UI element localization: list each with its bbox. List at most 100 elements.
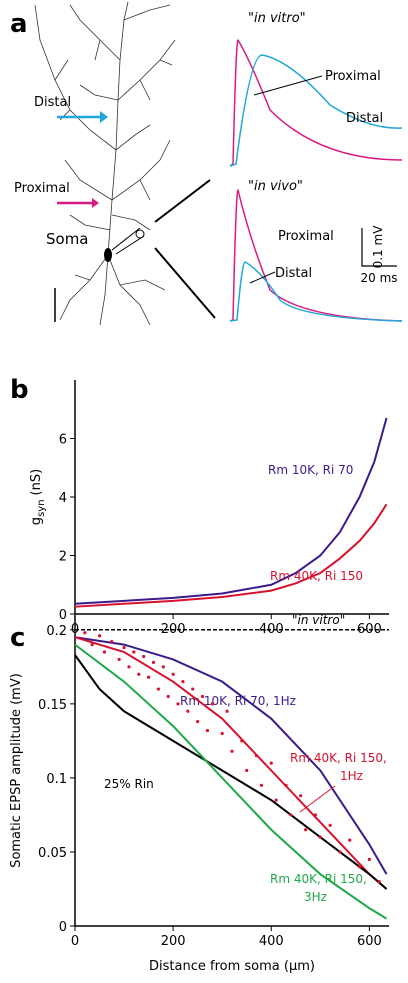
label: Proximal bbox=[278, 229, 334, 244]
series-label: Rm 40K, Ri 150 bbox=[270, 569, 363, 583]
x-axis-label: Distance from soma (μm) bbox=[149, 959, 315, 974]
data-point bbox=[176, 702, 180, 706]
data-point bbox=[156, 687, 161, 691]
scale-label: 20 ms bbox=[360, 271, 397, 285]
series-label: Rm 10K, Ri 70 bbox=[268, 463, 353, 477]
zoom-line bbox=[154, 247, 216, 319]
distal-arrow-head bbox=[100, 111, 108, 123]
data-point bbox=[269, 761, 273, 765]
series-line bbox=[74, 503, 388, 608]
series-label: 25% Rin bbox=[104, 777, 154, 791]
data-point bbox=[110, 640, 114, 644]
data-point bbox=[254, 754, 259, 758]
data-point bbox=[151, 660, 156, 664]
data-point bbox=[127, 665, 131, 669]
data-point bbox=[102, 650, 107, 654]
series-label: Rm 40K, Ri 150, bbox=[290, 751, 387, 765]
series-label: "in vitro" bbox=[292, 613, 345, 627]
y-axis-label: gsyn (nS) bbox=[29, 469, 47, 525]
data-point bbox=[161, 665, 165, 669]
data-point bbox=[303, 828, 308, 832]
data-point bbox=[191, 687, 195, 691]
data-point bbox=[181, 680, 185, 684]
data-point bbox=[132, 650, 136, 654]
y-label-part: (nS) bbox=[29, 469, 44, 496]
label: Proximal bbox=[14, 181, 70, 196]
data-point bbox=[357, 865, 362, 869]
series-line bbox=[74, 654, 388, 890]
y-label-sub: syn bbox=[36, 499, 47, 516]
data-point bbox=[313, 813, 318, 817]
data-point bbox=[196, 720, 200, 724]
data-point bbox=[117, 657, 121, 662]
data-point bbox=[171, 672, 175, 676]
x-tick-label: 200 bbox=[161, 934, 186, 949]
data-point bbox=[122, 645, 126, 650]
neuron bbox=[34, 1, 176, 326]
series-line bbox=[74, 636, 388, 890]
y-tick-label: 0.05 bbox=[38, 846, 67, 861]
data-point bbox=[338, 850, 342, 854]
data-point bbox=[186, 709, 190, 713]
data-point bbox=[348, 838, 352, 842]
data-point bbox=[137, 672, 141, 676]
trace bbox=[229, 189, 403, 322]
series-line bbox=[74, 636, 388, 875]
data-point bbox=[240, 739, 244, 743]
x-tick-label: 400 bbox=[259, 622, 284, 637]
y-tick-label: 2 bbox=[59, 550, 67, 565]
series-label: 3Hz bbox=[304, 890, 327, 904]
data-point bbox=[259, 783, 264, 787]
series-label: Rm 40K, Ri 150, bbox=[270, 872, 367, 886]
label: "in vitro" bbox=[248, 11, 306, 26]
data-point bbox=[142, 654, 146, 659]
label: Soma bbox=[46, 230, 89, 248]
label: Distal bbox=[346, 111, 383, 126]
data-point bbox=[210, 702, 214, 706]
y-tick-label: 0.15 bbox=[38, 698, 67, 713]
data-point bbox=[200, 694, 205, 699]
data-point bbox=[328, 823, 332, 827]
series-line bbox=[74, 643, 388, 920]
y-label-part: g bbox=[29, 517, 44, 525]
proximal-arrow-head bbox=[92, 198, 99, 208]
data-point bbox=[220, 731, 224, 736]
pointer bbox=[253, 75, 323, 96]
data-point bbox=[318, 835, 322, 839]
label: Distal bbox=[275, 266, 312, 281]
label: "in vivo" bbox=[248, 179, 303, 194]
data-point bbox=[289, 813, 293, 817]
scale-bar bbox=[361, 228, 397, 267]
panel-label: c bbox=[10, 623, 25, 653]
data-point bbox=[367, 857, 371, 861]
pointer bbox=[249, 271, 276, 284]
electrode bbox=[111, 227, 145, 255]
y-tick-label: 0.2 bbox=[46, 624, 67, 639]
series-line bbox=[74, 417, 388, 605]
x-tick-label: 400 bbox=[259, 934, 284, 949]
trace bbox=[229, 54, 403, 167]
data-point bbox=[245, 768, 249, 773]
y-tick-label: 0.1 bbox=[46, 772, 67, 787]
series-label: 1Hz bbox=[340, 769, 363, 783]
pointer bbox=[299, 785, 336, 813]
data-point bbox=[83, 631, 87, 635]
scale-label: 0.1 mV bbox=[371, 225, 385, 269]
panel-label: b bbox=[10, 375, 29, 405]
data-point bbox=[146, 675, 151, 679]
panel-label: a bbox=[10, 9, 28, 39]
trace bbox=[229, 39, 403, 167]
y-tick-label: 0 bbox=[59, 608, 67, 623]
data-point bbox=[166, 694, 170, 699]
x-tick-label: 0 bbox=[71, 934, 79, 949]
data-point bbox=[225, 709, 229, 713]
x-tick-label: 600 bbox=[357, 934, 382, 949]
soma bbox=[104, 248, 112, 262]
data-point bbox=[274, 798, 278, 802]
data-point bbox=[299, 794, 303, 798]
y-axis-label: Somatic EPSP amplitude (mV) bbox=[9, 673, 24, 868]
data-point bbox=[377, 879, 381, 884]
data-point bbox=[230, 749, 234, 753]
zoom-line bbox=[154, 179, 211, 223]
